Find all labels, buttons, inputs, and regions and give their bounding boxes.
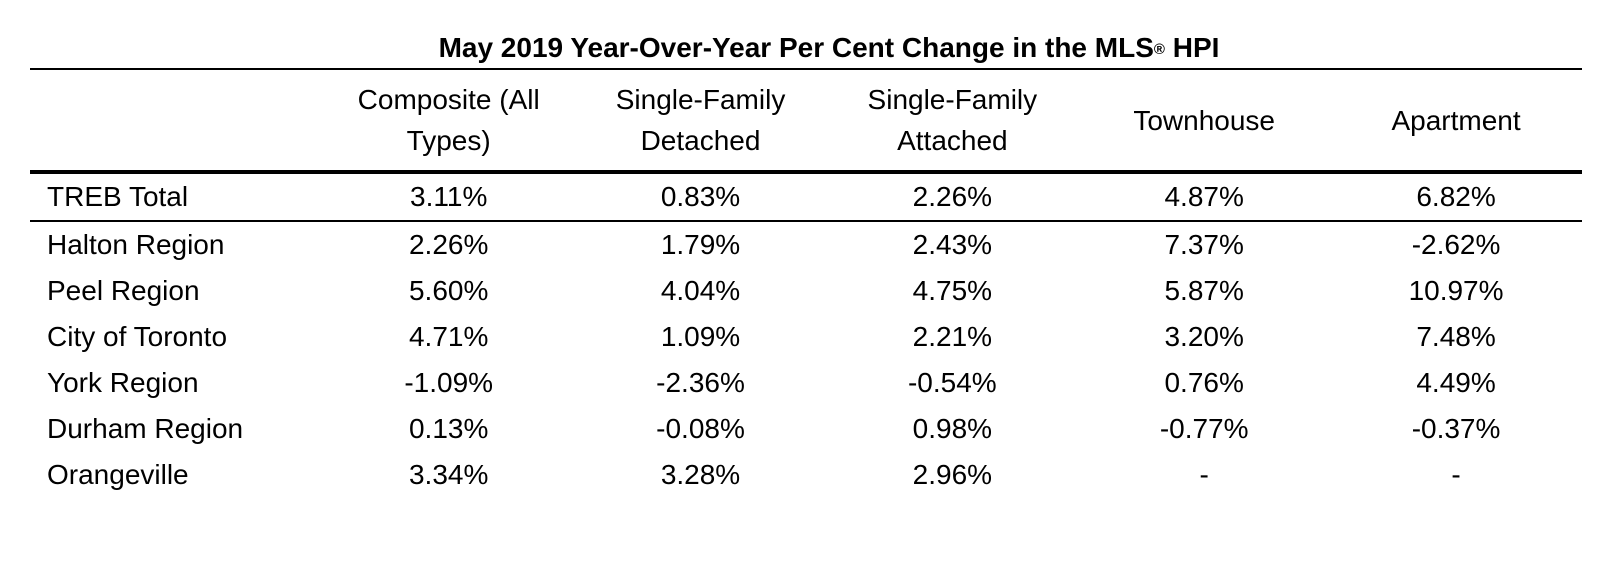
table-row-halton-region: Halton Region 2.26% 1.79% 2.43% 7.37% -2… bbox=[30, 221, 1582, 268]
header-single-family-attached: Single-Family Attached bbox=[826, 68, 1079, 174]
cell-townhouse: 7.37% bbox=[1164, 229, 1244, 260]
cell-apartment: - bbox=[1451, 459, 1461, 490]
table-title: May 2019 Year-Over-Year Per Cent Change … bbox=[30, 28, 1582, 68]
region-name: TREB Total bbox=[30, 172, 323, 222]
cell-townhouse: 3.20% bbox=[1164, 321, 1244, 352]
region-name: Peel Region bbox=[47, 275, 200, 306]
cell-townhouse: 0.76% bbox=[1164, 367, 1244, 398]
table-row-york-region: York Region -1.09% -2.36% -0.54% 0.76% 4… bbox=[30, 360, 1582, 406]
cell-single-family-detached: 1.79% bbox=[660, 229, 741, 260]
header-composite: Composite (All Types) bbox=[322, 68, 575, 174]
cell-composite: 2.26% bbox=[408, 229, 489, 260]
cell-single-family-detached: -0.08% bbox=[656, 413, 745, 444]
table-title-text: May 2019 Year-Over-Year Per Cent Change … bbox=[438, 32, 1154, 63]
cell-single-family-attached: 2.26% bbox=[826, 172, 1079, 222]
header-region bbox=[30, 68, 323, 174]
header-row: Composite (All Types) Single-Family Deta… bbox=[30, 68, 1582, 174]
header-single-family-detached: Single-Family Detached bbox=[574, 68, 827, 174]
cell-apartment: -0.37% bbox=[1411, 413, 1501, 444]
cell-single-family-attached: 2.21% bbox=[912, 321, 993, 352]
header-apartment: Apartment bbox=[1330, 68, 1582, 174]
cell-single-family-detached: 1.09% bbox=[660, 321, 741, 352]
cell-single-family-detached: 0.83% bbox=[574, 172, 827, 222]
region-name: Halton Region bbox=[47, 229, 225, 260]
table-title-suffix: HPI bbox=[1164, 32, 1220, 63]
cell-composite: 3.11% bbox=[322, 172, 575, 222]
cell-townhouse: 4.87% bbox=[1078, 172, 1331, 222]
table-row-city-of-toronto: City of Toronto 4.71% 1.09% 2.21% 3.20% … bbox=[30, 314, 1582, 360]
table-row-orangeville: Orangeville 3.34% 3.28% 2.96% - - bbox=[30, 452, 1582, 498]
header-townhouse: Townhouse bbox=[1078, 68, 1331, 174]
table-row-treb-total: TREB Total 3.11% 0.83% 2.26% 4.87% 6.82% bbox=[30, 172, 1582, 222]
region-name: Orangeville bbox=[47, 459, 189, 490]
cell-apartment: 6.82% bbox=[1330, 172, 1582, 222]
cell-composite: 0.13% bbox=[408, 413, 489, 444]
region-name: Durham Region bbox=[47, 413, 244, 444]
cell-single-family-detached: -2.36% bbox=[656, 367, 745, 398]
hpi-table-document: May 2019 Year-Over-Year Per Cent Change … bbox=[30, 28, 1582, 498]
registered-mark: ® bbox=[1153, 41, 1165, 58]
cell-single-family-attached: 0.98% bbox=[912, 413, 993, 444]
cell-townhouse: -0.77% bbox=[1159, 413, 1249, 444]
hpi-table: Composite (All Types) Single-Family Deta… bbox=[30, 68, 1582, 498]
cell-apartment: 10.97% bbox=[1408, 275, 1504, 306]
region-name: York Region bbox=[47, 367, 199, 398]
cell-apartment: 4.49% bbox=[1416, 367, 1496, 398]
cell-single-family-detached: 4.04% bbox=[660, 275, 741, 306]
cell-townhouse: - bbox=[1199, 459, 1209, 490]
cell-single-family-attached: 2.96% bbox=[912, 459, 993, 490]
cell-composite: 4.71% bbox=[408, 321, 489, 352]
cell-composite: 3.34% bbox=[408, 459, 489, 490]
region-name: City of Toronto bbox=[47, 321, 228, 352]
cell-townhouse: 5.87% bbox=[1164, 275, 1244, 306]
cell-single-family-detached: 3.28% bbox=[660, 459, 741, 490]
cell-single-family-attached: 2.43% bbox=[912, 229, 993, 260]
table-row-peel-region: Peel Region 5.60% 4.04% 4.75% 5.87% 10.9… bbox=[30, 268, 1582, 314]
cell-apartment: 7.48% bbox=[1416, 321, 1496, 352]
cell-composite: -1.09% bbox=[404, 367, 494, 398]
table-row-durham-region: Durham Region 0.13% -0.08% 0.98% -0.77% … bbox=[30, 406, 1582, 452]
cell-apartment: -2.62% bbox=[1411, 229, 1501, 260]
cell-single-family-attached: -0.54% bbox=[907, 367, 997, 398]
cell-single-family-attached: 4.75% bbox=[912, 275, 993, 306]
cell-composite: 5.60% bbox=[408, 275, 489, 306]
